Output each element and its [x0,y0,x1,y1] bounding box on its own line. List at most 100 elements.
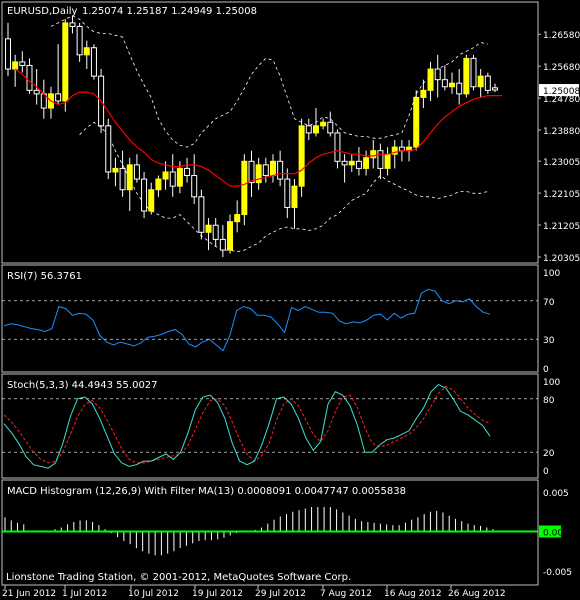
price-frame [1,1,539,264]
bear-candle-body [90,47,97,77]
bull-candle-body [477,75,484,88]
candle [370,140,377,169]
candle [320,118,327,130]
bear-candle-body [377,150,384,169]
stoch-panel[interactable]: Stoch(5,3,3) 44.4943 55.0027 [2,380,538,469]
bull-candle-body [312,125,319,134]
price-tick-label: 1.24780 [543,95,580,105]
candle [477,69,484,98]
candle [492,83,498,93]
moving-average-line [14,68,503,187]
bear-candle-body [184,167,191,177]
stoch-tick-label: 100 [543,378,560,388]
bear-candle-body [484,75,491,91]
macd-title: MACD Histogram (12,26,9) With Filter MA(… [7,486,406,497]
price-panel[interactable] [5,15,503,258]
candle [141,171,148,219]
axes: 1.26580 1.25680 1.24780 1.23880 1.23005 1.221… [2,31,580,599]
stoch-tick-label: 0 [543,467,549,477]
bear-candle-body [284,178,291,208]
rsi-frame [1,264,539,373]
macd-panel[interactable]: MACD Histogram (12,26,9) With Filter MA(… [2,486,538,556]
candle [363,150,370,176]
candle [198,189,205,240]
candle [47,86,54,119]
bear-candle-body [76,25,83,56]
candle [12,54,19,87]
candle [434,54,441,98]
candle [284,168,291,219]
candle [148,182,155,215]
candle [334,129,341,169]
candle [5,22,11,77]
candle [298,118,305,197]
bull-candle-body [241,160,248,216]
rsi-tick-label: 70 [543,298,555,308]
candle [291,179,298,229]
stoch-tick-label: 80 [543,396,555,406]
bull-candle-body [298,125,305,187]
bear-candle-body [191,175,198,198]
rsi-line [3,288,491,352]
bull-candle-body [155,178,162,191]
stoch-main-line [3,383,491,469]
candle [112,157,119,187]
time-tick-label: 21 Jun 2012 [2,589,56,599]
rsi-tick-label: 0 [543,365,549,375]
bear-candle-body [69,22,76,27]
bull-candle-body [348,160,355,166]
bull-candle-body [62,22,69,102]
bull-candle-body [363,157,370,169]
bull-candle-body [162,171,169,180]
price-tick-label: 1.20305 [543,254,580,264]
bull-candle-body [291,185,298,208]
rsi-tick-label: 30 [543,336,555,346]
candle [105,118,112,180]
bear-candle-body [26,64,33,91]
stoch-tick-label: 20 [543,449,555,459]
stoch-title: Stoch(5,3,3) 44.4943 55.0027 [7,380,158,391]
bear-candle-body [119,167,126,191]
price-tick-label: 1.25680 [543,63,580,73]
bull-candle-body [255,164,262,184]
bear-candle-body [334,132,341,162]
rsi-tick-label: 100 [543,269,560,279]
candle [55,44,62,105]
candle [384,147,391,176]
candle [184,157,191,183]
candle [119,150,126,197]
bear-candle-body [305,125,312,134]
candle [348,154,355,172]
time-tick-label: 10 Jul 2012 [128,589,179,599]
candle [169,154,176,197]
time-tick-label: 1 Jul 2012 [62,589,107,599]
candle [126,157,133,212]
bear-candle-body [355,160,362,169]
bull-candle-body [384,153,391,169]
copyright-text: Lionstone Trading Station, © 2001-2012, … [6,572,351,583]
bull-candle-body [413,96,420,148]
macd-zero-box [539,525,561,538]
bull-candle-body [391,146,398,155]
candle [269,154,276,183]
stoch-frame [1,373,539,479]
candle [162,161,169,190]
time-tick-label: 19 Jul 2012 [192,589,243,599]
candle [219,225,226,258]
price-tick-label: 1.23880 [543,127,580,137]
time-tick-label: 26 Aug 2012 [448,589,506,599]
current-price-box [539,84,579,97]
rsi-panel[interactable]: RSI(7) 56.3761 [2,271,538,352]
rsi-title: RSI(7) 56.3761 [7,271,82,282]
candle [277,150,284,187]
bull-candle-body [449,82,456,88]
symbol-label: EURUSD,Daily [7,6,78,17]
bull-candle-body [320,121,327,127]
macd-tick-label: -0.005 [543,568,572,578]
upper-band-line [50,15,488,148]
price-tick-label: 1.22105 [543,190,580,200]
candle [205,218,212,251]
bear-candle-body [105,125,112,173]
candle [69,15,76,34]
